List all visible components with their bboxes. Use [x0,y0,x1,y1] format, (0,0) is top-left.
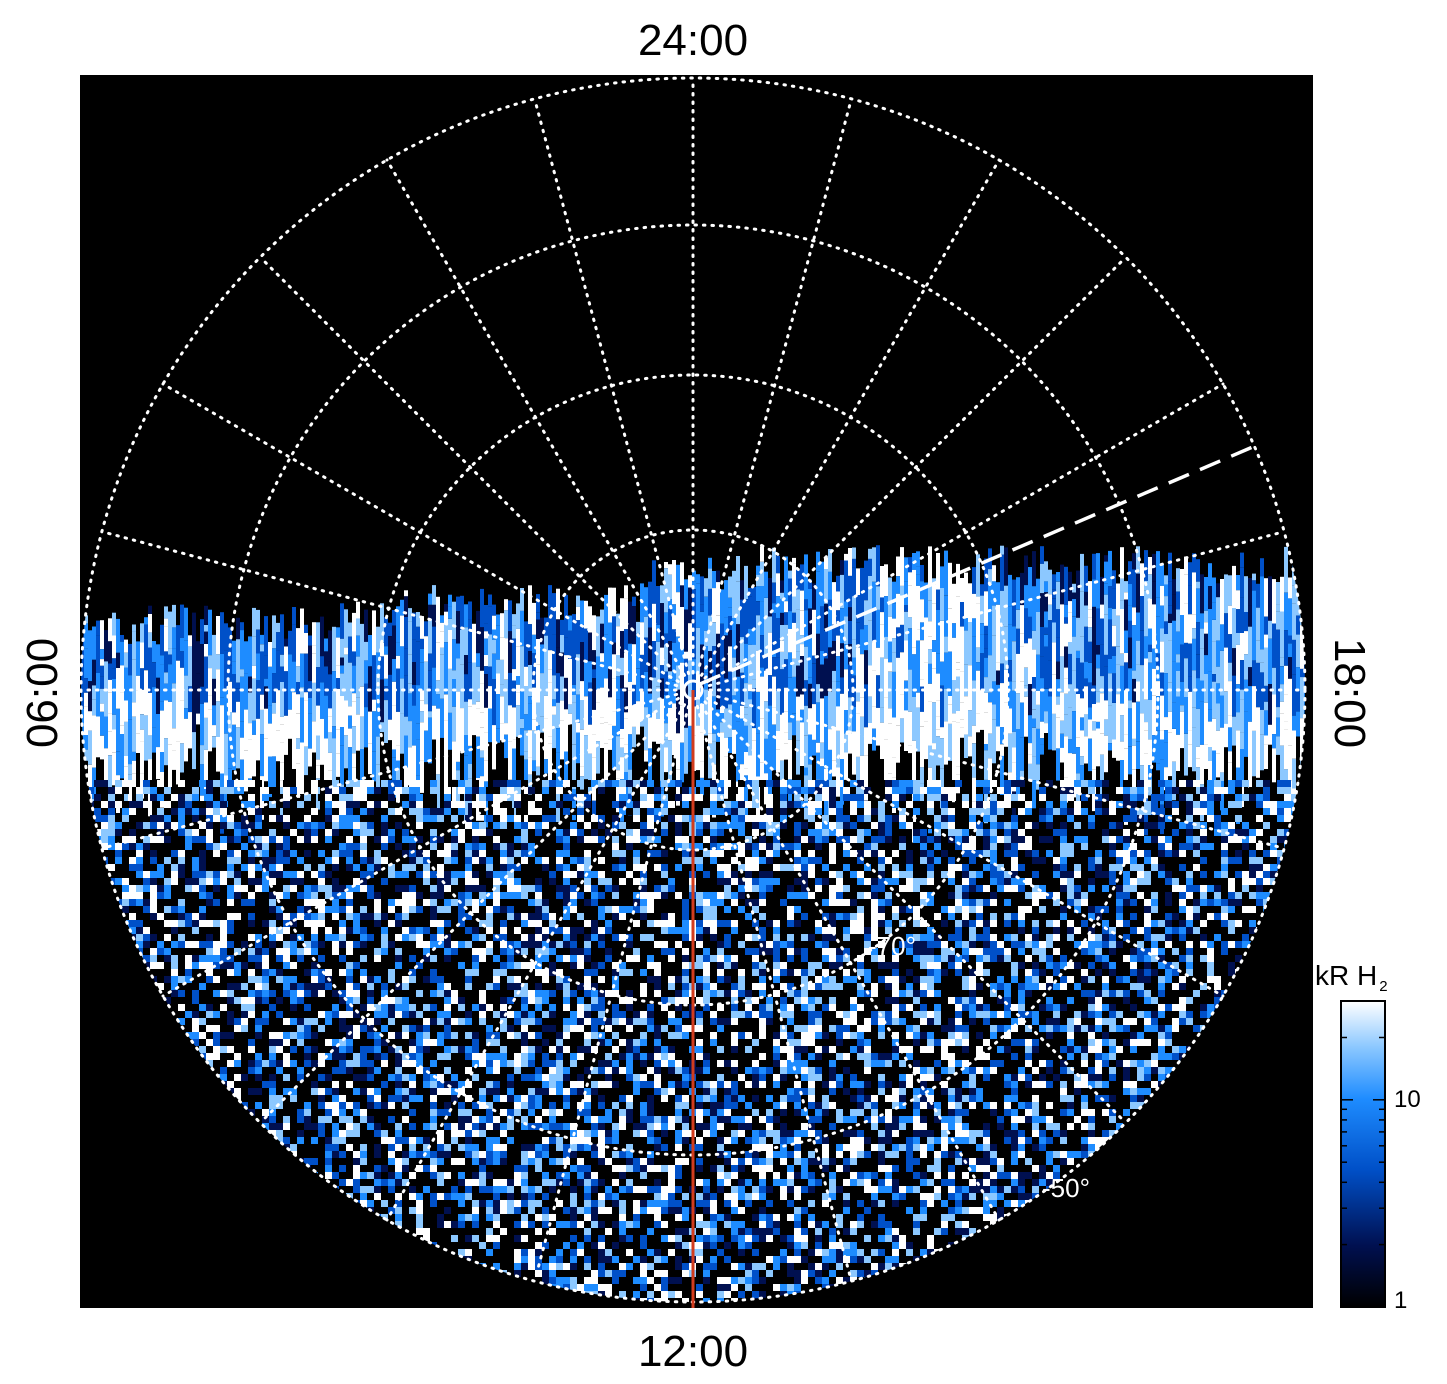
colorbar-tick-10: 10 [1394,1086,1421,1113]
colorbar-tick-1: 1 [1394,1287,1407,1314]
local-time-label-midnight: 24:00 [638,16,748,65]
local-time-label-dawn: 06:00 [18,638,67,748]
latitude-label-70: -70° [868,931,916,961]
local-time-label-noon: 12:00 [638,1327,748,1376]
local-time-label-dusk: 18:00 [1325,638,1374,748]
colorbar-scale [1340,1000,1386,1308]
latitude-label-50: -50° [1042,1173,1090,1203]
